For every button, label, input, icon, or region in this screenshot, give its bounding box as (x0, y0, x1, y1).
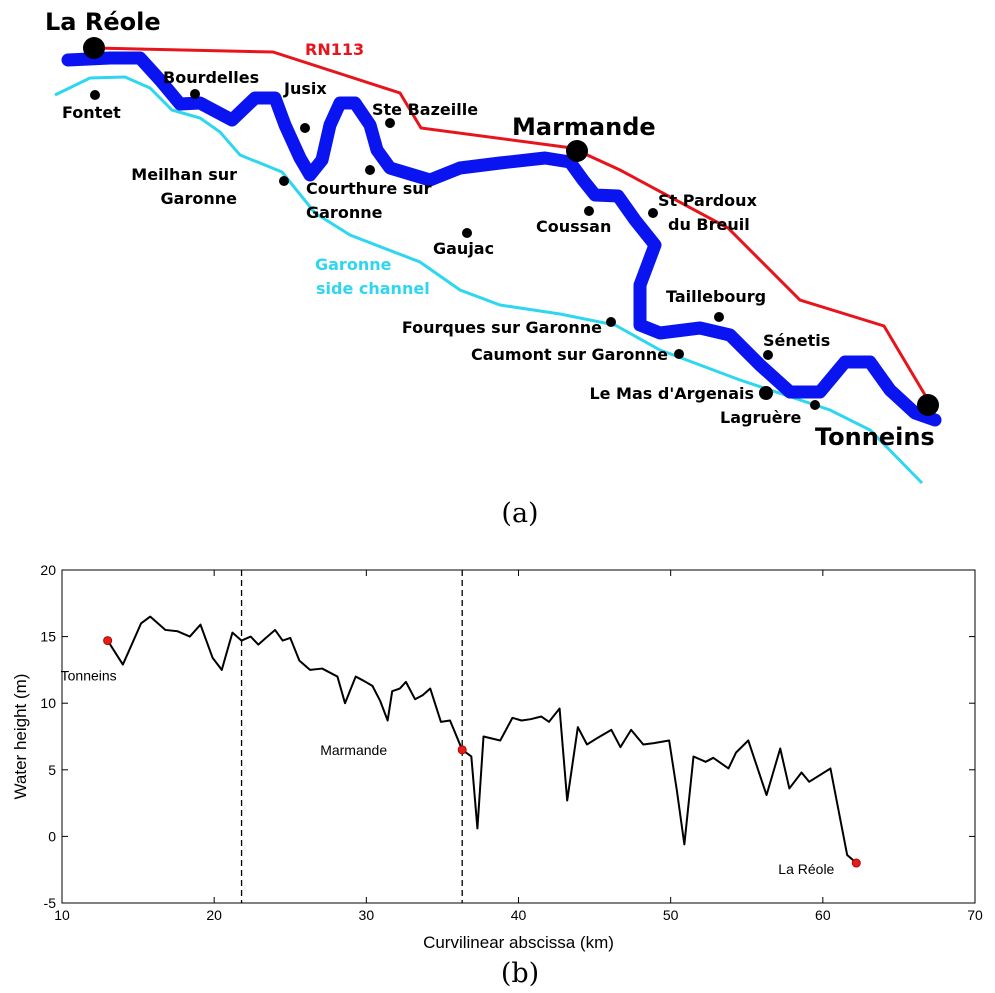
place-label: Gaujac (433, 239, 494, 258)
place-dot (90, 90, 100, 100)
place-label: St Pardoux (658, 191, 758, 210)
place-dot (759, 386, 773, 400)
place-dot (365, 165, 375, 175)
place-label: Tonneins (815, 423, 935, 451)
side-channel (54, 75, 924, 485)
x-axis-label: Curvilinear abscissa (km) (423, 933, 614, 952)
x-tick-label: 50 (663, 907, 679, 923)
place-label: Meilhan sur (131, 165, 237, 184)
place-dot (917, 394, 939, 416)
place-dot (674, 349, 684, 359)
place-dot (83, 37, 105, 59)
y-tick-label: 20 (40, 562, 56, 578)
y-tick-label: 5 (48, 762, 56, 778)
y-tick-label: 10 (40, 695, 56, 711)
place-label: Ste Bazeille (372, 100, 478, 119)
place-dot (566, 140, 588, 162)
place-dot (300, 123, 310, 133)
caption: (a) (501, 498, 538, 529)
place-label: Taillebourg (666, 287, 766, 306)
y-tick-label: 15 (40, 629, 56, 645)
place-dot (763, 350, 773, 360)
plot-frame (61, 569, 976, 904)
annotation: Tonneins (61, 668, 117, 684)
place-dot (606, 317, 616, 327)
place-label: La Réole (45, 8, 161, 36)
place-label: Fourques sur Garonne (402, 318, 602, 337)
highlight-point (103, 636, 113, 646)
line (106, 615, 857, 864)
road-label: RN113 (305, 40, 364, 59)
y-axis-label: Water height (m) (11, 674, 30, 800)
y-tick-label: 0 (48, 828, 56, 844)
x-tick-label: 30 (359, 907, 375, 923)
place-label: Bourdelles (163, 68, 259, 87)
place-label: Garonne (161, 189, 238, 208)
place-label: Marmande (512, 113, 656, 141)
place-label: Caumont sur Garonne (471, 345, 668, 364)
x-tick-label: 70 (967, 907, 983, 923)
place-label: Sénetis (763, 331, 830, 350)
place-dot (385, 118, 395, 128)
place-label: Courthure sur (306, 179, 432, 198)
x-tick-label: 40 (511, 907, 527, 923)
river (61, 51, 942, 427)
place-dot (462, 228, 472, 238)
place-label: Lagruère (720, 408, 801, 427)
place-dot (810, 400, 820, 410)
annotation: Marmande (320, 742, 387, 758)
x-tick-label: 10 (54, 907, 70, 923)
place-dot (190, 89, 200, 99)
channel-label: Garonne (315, 255, 392, 274)
place-dot (584, 206, 594, 216)
place-label: Coussan (536, 217, 611, 236)
place-label: Le Mas d'Argenais (589, 384, 754, 403)
place-dot (648, 208, 658, 218)
place-dot (279, 176, 289, 186)
place-label: Jusix (283, 79, 327, 98)
place-label: Garonne (306, 203, 383, 222)
annotation: La Réole (778, 861, 834, 877)
y-tick-label: -5 (44, 895, 57, 911)
road (93, 46, 930, 401)
place-label: du Breuil (668, 215, 750, 234)
x-tick-label: 20 (206, 907, 222, 923)
highlight-point (851, 858, 861, 868)
place-label: Fontet (62, 103, 121, 122)
place-dot (714, 312, 724, 322)
channel-label: side channel (316, 279, 430, 298)
caption: (b) (501, 958, 539, 989)
x-tick-label: 60 (815, 907, 831, 923)
highlight-point (457, 745, 467, 755)
